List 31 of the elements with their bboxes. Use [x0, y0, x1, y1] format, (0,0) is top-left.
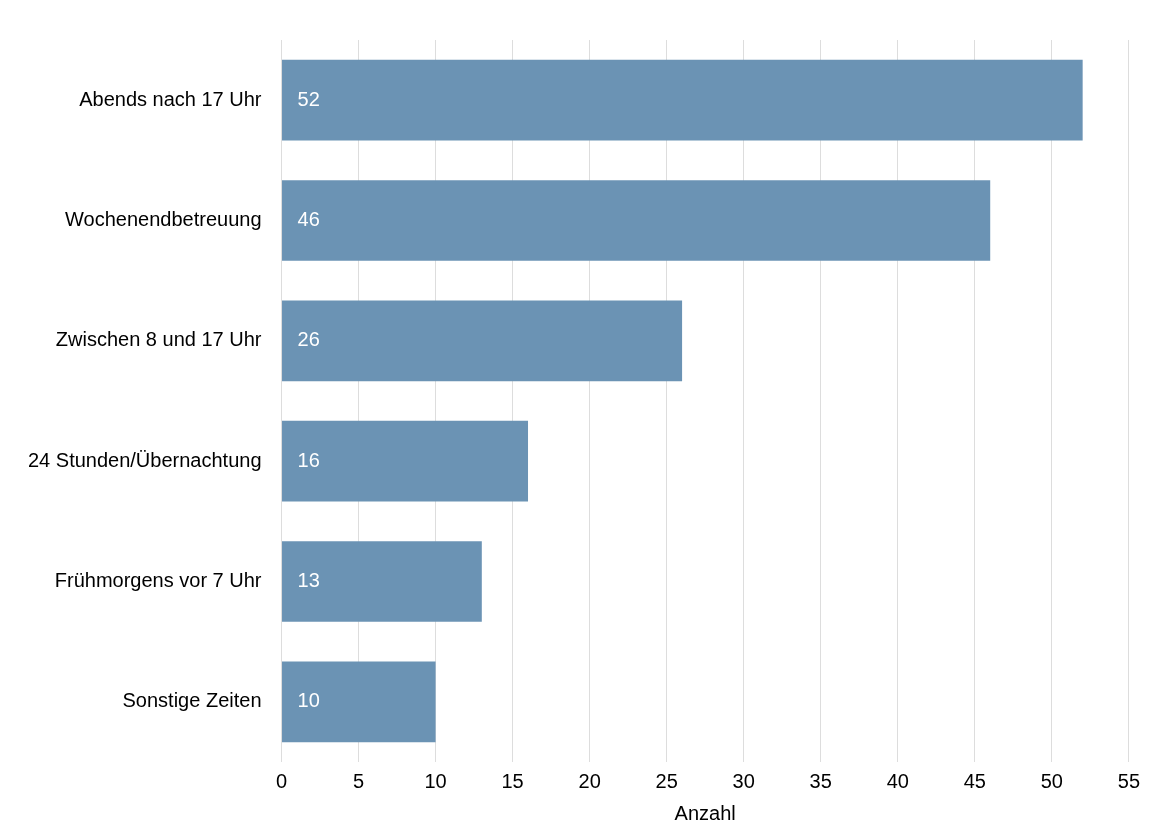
bar [282, 420, 529, 502]
x-tick-label: 55 [1117, 769, 1140, 792]
bar [282, 300, 683, 382]
x-tick-label: 35 [809, 769, 832, 792]
x-tick-label: 20 [578, 769, 601, 792]
y-tick-label: Frühmorgens vor 7 Uhr [54, 569, 262, 592]
x-tick-label: 10 [424, 769, 447, 792]
bar [282, 661, 436, 743]
bar [282, 180, 991, 261]
y-tick-label: Zwischen 8 und 17 Uhr [55, 328, 262, 351]
y-tick-label: Sonstige Zeiten [122, 689, 262, 712]
bar [282, 59, 1083, 141]
x-tick-label: 50 [1040, 769, 1063, 792]
x-tick-label: 30 [732, 769, 755, 792]
data-label: 13 [297, 569, 320, 592]
x-tick-label: 5 [352, 769, 365, 792]
x-tick-label: 15 [501, 769, 524, 792]
y-tick-label: 24 Stunden/Übernachtung [28, 448, 262, 471]
y-tick-label: Abends nach 17 Uhr [79, 87, 262, 110]
x-tick-label: 40 [886, 769, 909, 792]
bar [282, 541, 482, 622]
x-tick-label: 45 [963, 769, 986, 792]
x-axis-title: Anzahl [674, 801, 736, 824]
data-label: 10 [297, 689, 320, 712]
data-label: 26 [297, 328, 320, 351]
x-tick-label: 0 [275, 769, 288, 792]
y-tick-label: Wochenendbetreuung [65, 208, 262, 231]
data-label: 52 [297, 87, 320, 110]
data-label: 46 [297, 208, 320, 231]
data-label: 16 [297, 448, 320, 471]
x-tick-label: 25 [655, 769, 678, 792]
